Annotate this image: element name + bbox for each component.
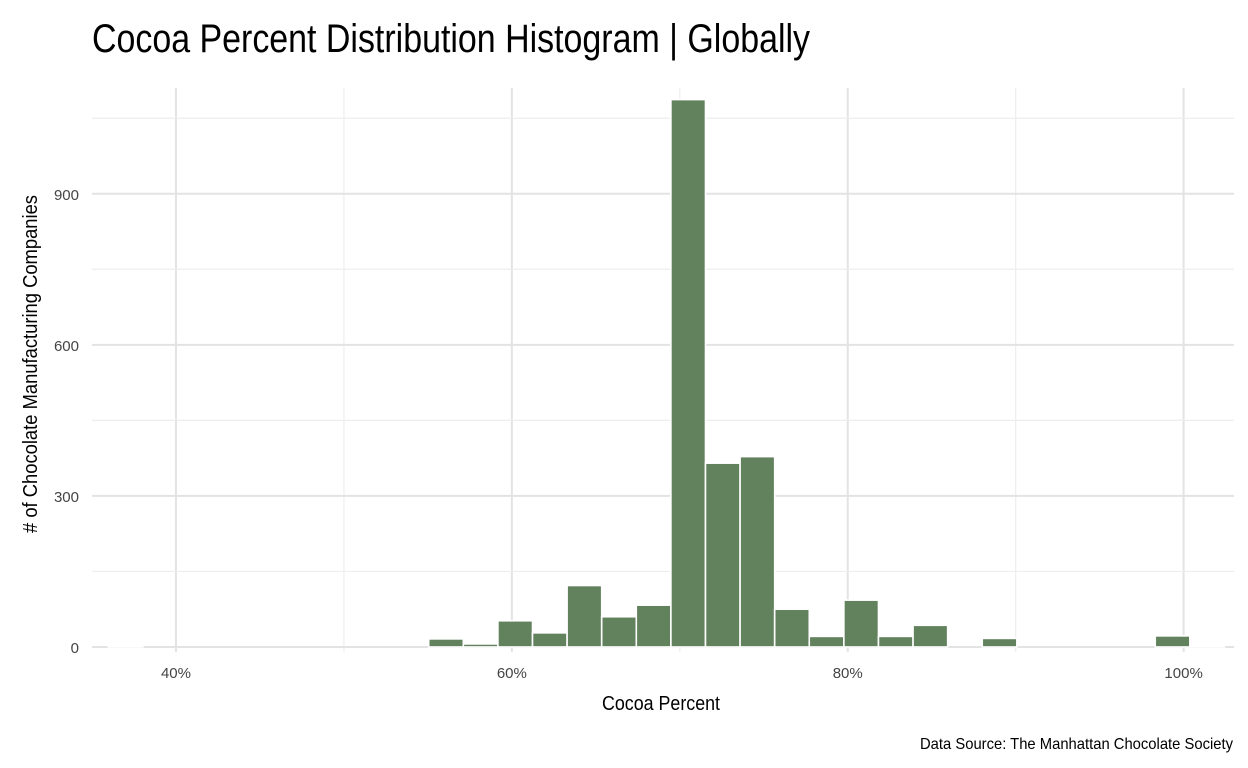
x-tick-label: 100%	[1164, 665, 1202, 682]
x-tick-label: 80%	[833, 665, 863, 682]
histogram-bar	[877, 635, 914, 648]
histogram-bar	[531, 632, 568, 648]
histogram-bar	[773, 608, 811, 648]
histogram-bar	[704, 462, 741, 648]
y-tick-label: 900	[54, 187, 79, 204]
histogram-bars	[107, 98, 1226, 648]
histogram-bar	[1189, 645, 1226, 648]
histogram-bar	[808, 635, 845, 648]
histogram-bar	[843, 599, 880, 648]
histogram-bar	[635, 604, 672, 648]
histogram-bar	[1154, 635, 1191, 648]
histogram-bar	[600, 615, 638, 648]
histogram-bar	[427, 638, 465, 648]
y-tick-label: 0	[71, 640, 79, 657]
histogram-bar	[739, 455, 776, 648]
histogram-bar	[670, 98, 707, 648]
histogram-bar	[462, 643, 499, 648]
grid-lines	[92, 88, 1234, 652]
x-axis-title: Cocoa Percent	[602, 693, 720, 715]
histogram-bar	[981, 637, 1018, 648]
chart-title: Cocoa Percent Distribution Histogram | G…	[92, 17, 810, 61]
x-tick-label: 40%	[161, 665, 191, 682]
data-source-caption: Data Source: The Manhattan Chocolate Soc…	[920, 736, 1233, 753]
histogram-bar	[912, 624, 949, 648]
histogram-bar	[566, 584, 603, 648]
histogram-bar	[497, 619, 534, 648]
histogram-bar	[107, 645, 144, 648]
axis-tick-labels: 40% 60% 80% 100% 0 300 600 900	[54, 187, 1203, 682]
y-tick-label: 300	[54, 489, 79, 506]
y-axis-title: # of Chocolate Manufacturing Companies	[20, 195, 42, 533]
x-tick-label: 60%	[497, 665, 527, 682]
y-tick-label: 600	[54, 338, 79, 355]
